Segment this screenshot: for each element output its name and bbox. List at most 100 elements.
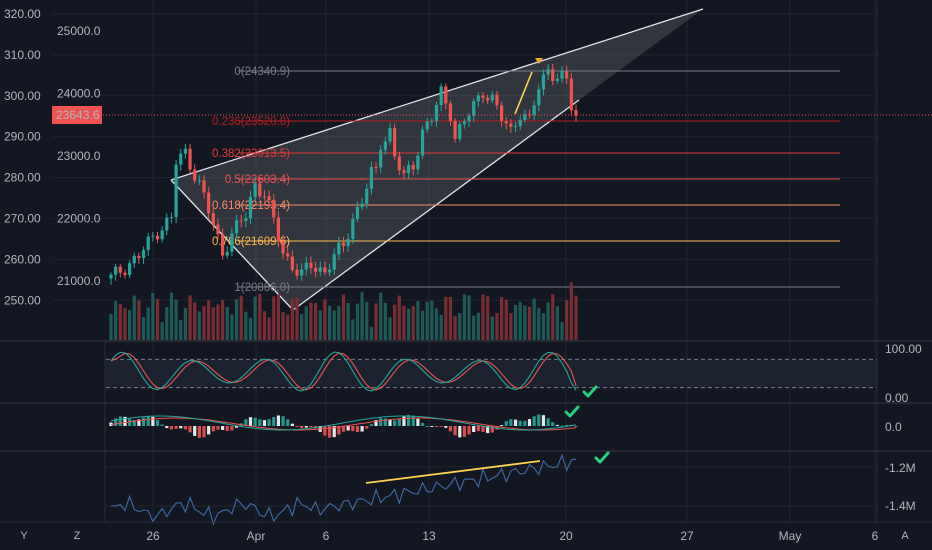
candle-body	[262, 196, 267, 198]
time-axis-label: 13	[422, 529, 436, 543]
candle-body	[388, 127, 392, 142]
macd-bar	[202, 426, 206, 438]
macd-bar	[155, 420, 160, 426]
candle-body	[151, 235, 155, 237]
candle-body	[248, 196, 253, 219]
volume-bar	[174, 299, 178, 340]
volume-bar	[509, 313, 513, 340]
candle-body	[230, 233, 234, 252]
stochastic-pane[interactable]: 100.00 0.00	[106, 342, 922, 405]
fib-label: 1(20866.0)	[234, 282, 290, 294]
fib-label: 0.236(23520.8)	[212, 116, 290, 128]
candle-body	[551, 69, 555, 82]
time-axis-label: May	[779, 529, 802, 543]
volume-bar	[393, 304, 397, 340]
macd-bar	[165, 426, 169, 429]
volume-bar	[444, 296, 448, 340]
volume-bar	[253, 296, 257, 340]
volume-bar	[397, 295, 401, 340]
volume-bar	[179, 320, 183, 340]
obv-line	[110, 453, 577, 526]
volume-bar	[458, 313, 462, 340]
volume-bar	[141, 316, 146, 340]
volume-bar	[272, 296, 276, 340]
candle-body	[295, 269, 299, 276]
left-axis-tick: 250.00	[4, 293, 41, 307]
volume-bar	[569, 282, 573, 340]
candle-body	[332, 254, 336, 270]
macd-bar	[420, 422, 425, 426]
volume-bar	[132, 295, 136, 340]
volume-bar	[221, 300, 225, 340]
corner-button-y[interactable]: Y	[20, 530, 28, 542]
volume-bar	[114, 300, 118, 340]
volume-bar	[281, 311, 285, 340]
candle-body	[462, 121, 466, 125]
macd-bar	[560, 425, 564, 427]
check-icon	[594, 451, 610, 464]
macd-bar	[551, 422, 555, 426]
macd-bar	[207, 426, 211, 435]
macd-bar	[337, 426, 341, 435]
volume-bar	[188, 295, 192, 340]
macd-bar	[458, 426, 462, 438]
candle-body	[137, 255, 141, 258]
fib-label: 0.5(22603.4)	[225, 174, 290, 186]
candle-body	[402, 170, 406, 174]
price-axis-tick: 21000.0	[57, 274, 101, 288]
macd-bar	[132, 419, 136, 426]
candle-body	[430, 121, 434, 123]
obv-pane[interactable]: -1.2M -1.4M	[106, 453, 916, 526]
corner-button-z[interactable]: Z	[74, 530, 81, 542]
macd-bar	[225, 426, 229, 431]
annotation-marks	[514, 58, 610, 464]
candle-body	[407, 164, 411, 174]
macd-bar	[286, 419, 290, 426]
volume-bar	[402, 305, 406, 340]
volume-bar	[146, 307, 150, 340]
volume-bar	[207, 300, 211, 340]
macd-bar	[258, 419, 262, 426]
macd-bar	[137, 419, 141, 426]
volume-bar	[411, 306, 415, 340]
obv-tick-1: -1.2M	[885, 461, 916, 475]
macd-pane[interactable]: 0.0	[109, 414, 902, 438]
macd-bar	[346, 426, 350, 431]
volume-bar	[160, 322, 164, 340]
axes: 23643.6320.00310.00300.00290.00280.00270…	[0, 7, 932, 543]
candle-body	[513, 126, 518, 128]
volume-bar	[295, 297, 299, 340]
volume-bar	[379, 292, 383, 340]
macd-bar	[141, 417, 146, 426]
volume-bar	[323, 299, 327, 340]
pane-dividers[interactable]	[0, 0, 932, 522]
time-axis-label: Apr	[247, 529, 266, 543]
candle-body	[383, 141, 387, 150]
volume-bar	[527, 306, 532, 340]
candle-body	[346, 238, 350, 246]
macd-bar	[341, 426, 346, 432]
corner-button-a[interactable]: A	[901, 530, 909, 542]
volume-bar	[490, 316, 494, 340]
macd-bar	[272, 417, 276, 426]
candle-body	[207, 192, 211, 214]
candle-body	[476, 95, 480, 102]
macd-bar	[160, 424, 164, 426]
volume-bar	[532, 298, 536, 340]
volume-bar	[551, 294, 555, 340]
candle-body	[509, 123, 513, 127]
volume-bar	[574, 295, 578, 340]
volume-bar	[453, 315, 457, 340]
candle-body	[565, 71, 569, 79]
volume-bar	[332, 310, 336, 340]
volume-bar	[500, 297, 504, 340]
candle-body	[141, 250, 146, 258]
volume-bar	[183, 307, 187, 340]
volume-bar	[518, 301, 522, 340]
fib-label: 0.382(23013.5)	[212, 148, 290, 160]
macd-bar	[146, 416, 150, 426]
volume-bar	[165, 306, 169, 340]
volume-bar	[193, 302, 197, 340]
